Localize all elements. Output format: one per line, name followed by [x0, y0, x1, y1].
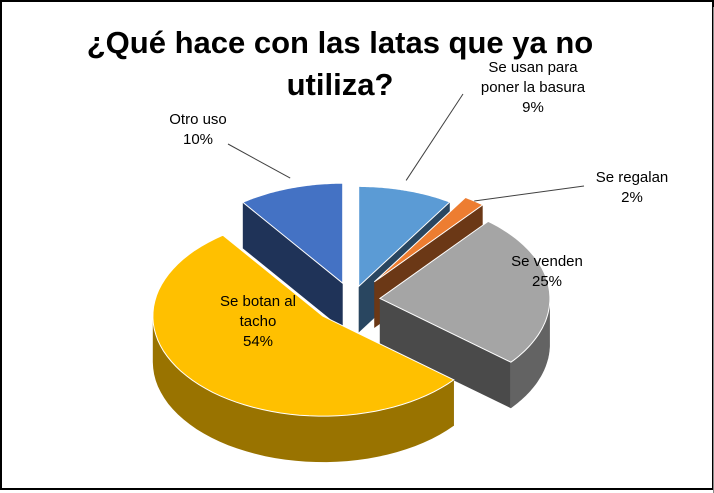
pie-slice — [241, 182, 344, 285]
slice-name-label: Se regalan — [596, 169, 669, 186]
slice-value-label: 2% — [621, 189, 643, 206]
slice-label: Se regalan 2% — [596, 169, 669, 206]
slice-wall-4 — [242, 202, 343, 330]
pie-slice — [358, 185, 451, 288]
leader-line — [405, 93, 464, 181]
slice-name-label: Se botan al — [220, 293, 296, 310]
slice-labels: Se usan para poner la basura 9% Se regalan 2… — [169, 59, 668, 350]
slice-label: Se usan para poner la basura 9% — [481, 59, 586, 116]
slice-name-label: Se usan para — [488, 59, 578, 76]
slice-name-label: Otro uso — [169, 111, 227, 128]
pie-tops — [152, 182, 551, 417]
pie-slice — [378, 220, 551, 363]
chart-title-line2: utiliza? — [286, 67, 394, 102]
pie-slice — [152, 234, 455, 417]
chart-title: ¿Qué hace con las latas que ya no utiliz… — [60, 22, 620, 106]
slice-label: Otro uso 10% — [169, 111, 227, 148]
slice-side-2 — [510, 298, 550, 409]
leader-line — [227, 143, 291, 179]
slice-value-label: 54% — [243, 333, 273, 350]
slice-value-label: 25% — [532, 273, 562, 290]
slice-side-3 — [152, 316, 454, 463]
slice-wall-2 — [379, 298, 511, 409]
slice-name-label: poner la basura — [481, 79, 586, 96]
slice-name-label: Se venden — [511, 253, 583, 270]
slice-label: Se venden 25% — [511, 253, 583, 290]
slice-label: Se botan al tacho 54% — [220, 293, 296, 350]
leader-line — [474, 185, 585, 202]
leader-lines — [227, 93, 585, 202]
slice-value-label: 10% — [183, 131, 213, 148]
slice-value-label: 9% — [522, 99, 544, 116]
chart-title-line1: ¿Qué hace con las latas que ya no — [86, 25, 594, 60]
slice-name-label: tacho — [240, 313, 277, 330]
